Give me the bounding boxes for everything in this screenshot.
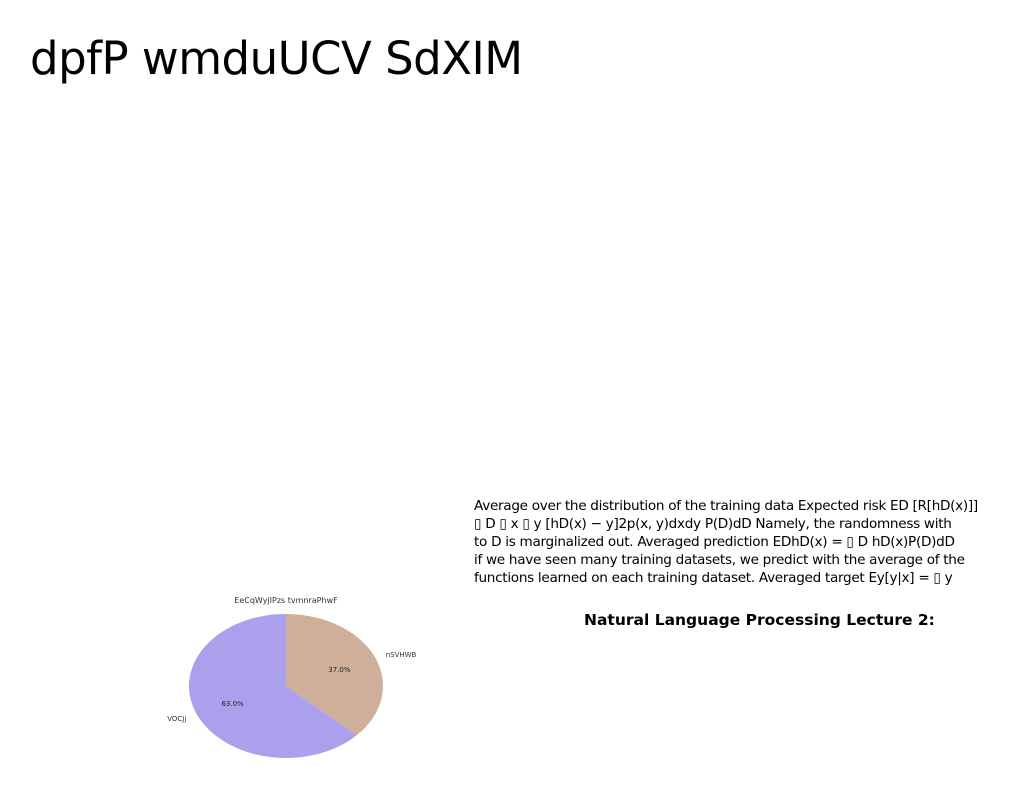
body-line: to D is marginalized out. Averaged predi…	[474, 534, 955, 550]
pie-slice-percent-label: 37.0%	[328, 666, 351, 674]
pie-slice-VOCJj	[189, 614, 357, 758]
slide-body-text: Average over the distribution of the tra…	[474, 497, 1019, 587]
pie-slice-label: VOCJj	[167, 715, 186, 723]
slide-title: dpfP wmduUCV SdXIM	[30, 32, 523, 85]
pie-chart-title: EeCqWyjIPzs tvmnraPhwF	[234, 596, 338, 605]
body-line: Average over the distribution of the tra…	[474, 498, 978, 514]
pie-slice-nSVHWB	[286, 614, 383, 736]
pie-slices: 37.0% nSVHWB 63.0% VOCJj	[167, 614, 417, 758]
footer-caption: Natural Language Processing Lecture 2:	[584, 611, 935, 629]
body-line: functions learned on each training datas…	[474, 570, 953, 586]
pie-slice-percent-label: 63.0%	[221, 700, 244, 708]
body-line: if we have seen many training datasets, …	[474, 552, 965, 568]
pie-chart: EeCqWyjIPzs tvmnraPhwF 37.0% nSVHWB 63.0% V…	[167, 596, 417, 758]
pie-slice-label: nSVHWB	[386, 651, 417, 659]
body-line: ▯ D ▯ x ▯ y [hD(x) − y]2p(x, y)dxdy P(D)…	[474, 516, 952, 532]
